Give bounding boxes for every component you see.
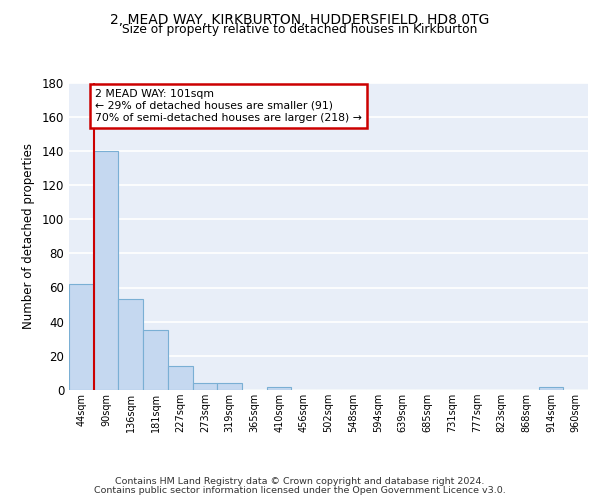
Text: Contains public sector information licensed under the Open Government Licence v3: Contains public sector information licen… [94,486,506,495]
Bar [69,284,94,390]
Y-axis label: Number of detached properties: Number of detached properties [22,143,35,329]
Text: Contains HM Land Registry data © Crown copyright and database right 2024.: Contains HM Land Registry data © Crown c… [115,477,485,486]
Bar [94,151,118,390]
Text: Size of property relative to detached houses in Kirkburton: Size of property relative to detached ho… [122,22,478,36]
Text: 2 MEAD WAY: 101sqm
← 29% of detached houses are smaller (91)
70% of semi-detache: 2 MEAD WAY: 101sqm ← 29% of detached hou… [95,90,362,122]
Bar [217,383,242,390]
Bar [168,366,193,390]
Bar [143,330,168,390]
Bar [267,386,292,390]
Bar [539,386,563,390]
Bar [118,300,143,390]
Text: 2, MEAD WAY, KIRKBURTON, HUDDERSFIELD, HD8 0TG: 2, MEAD WAY, KIRKBURTON, HUDDERSFIELD, H… [110,12,490,26]
Bar [193,383,217,390]
